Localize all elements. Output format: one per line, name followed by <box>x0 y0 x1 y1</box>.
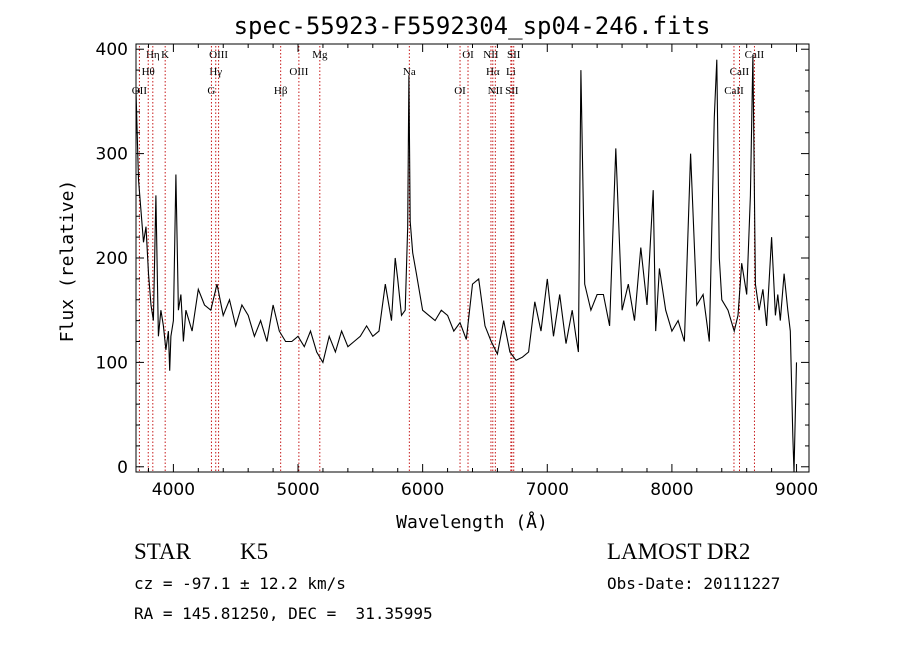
spectrum-line <box>135 54 798 473</box>
x-tick-label: 8000 <box>650 480 693 500</box>
line-marker-label: NII <box>488 85 504 97</box>
line-marker-label: NII <box>483 49 499 61</box>
x-axis: 4000 5000 6000 7000 8000 9000 <box>147 44 818 500</box>
x-tick-label: 4000 <box>152 480 195 500</box>
line-marker-label: SII <box>507 49 521 61</box>
y-tick-label: 300 <box>96 145 128 165</box>
plot-frame <box>135 43 810 473</box>
line-marker-label: Li <box>506 66 516 78</box>
line-marker-label: SII <box>505 85 519 97</box>
line-markers: HηHθOIIKHγGOIIIOIIIHβMgNaOIOIHαSIINIILiN… <box>132 46 765 472</box>
subclass: K5 <box>240 539 269 564</box>
y-tick-label: 200 <box>96 249 128 269</box>
y-tick-label: 100 <box>96 353 128 373</box>
x-axis-label: Wavelength (Å) <box>396 511 548 533</box>
line-marker-label: OIII <box>209 49 228 61</box>
x-tick-label: 6000 <box>401 480 444 500</box>
line-marker-label: CaII <box>730 66 750 78</box>
line-marker-label: OI <box>454 85 466 97</box>
y-tick-label: 0 <box>117 458 128 478</box>
y-tick-label: 400 <box>96 40 128 60</box>
y-axis: 0 100 200 300 400 <box>96 40 809 478</box>
chart-title: spec-55923-F5592304_sp04-246.fits <box>234 12 711 40</box>
survey-name: LAMOST DR2 <box>607 539 751 564</box>
x-tick-label: 5000 <box>276 480 319 500</box>
line-marker-label: Mg <box>312 49 328 61</box>
line-marker-label: Hβ <box>274 85 288 97</box>
coordinates: RA = 145.81250, DEC = 31.35995 <box>134 604 433 623</box>
x-tick-label: 7000 <box>526 480 569 500</box>
line-marker-label: Hθ <box>142 66 155 78</box>
object-class: STAR <box>134 539 191 564</box>
redshift-text: cz = -97.1 ± 12.2 km/s <box>134 574 346 593</box>
line-marker-label: OI <box>462 49 474 61</box>
line-marker-label: Hη <box>146 49 160 61</box>
x-tick-label: 9000 <box>775 480 818 500</box>
obs-date: Obs-Date: 20111227 <box>607 574 781 593</box>
line-marker-label: G <box>207 85 215 97</box>
y-axis-label: Flux (relative) <box>57 180 78 343</box>
line-marker-label: CaII <box>724 85 744 97</box>
line-marker-label: K <box>161 49 169 61</box>
line-marker-label: CaII <box>745 49 765 61</box>
line-marker-label: OIII <box>289 66 308 78</box>
line-marker-label: Hα <box>486 66 500 78</box>
line-marker-label: Na <box>403 66 416 78</box>
